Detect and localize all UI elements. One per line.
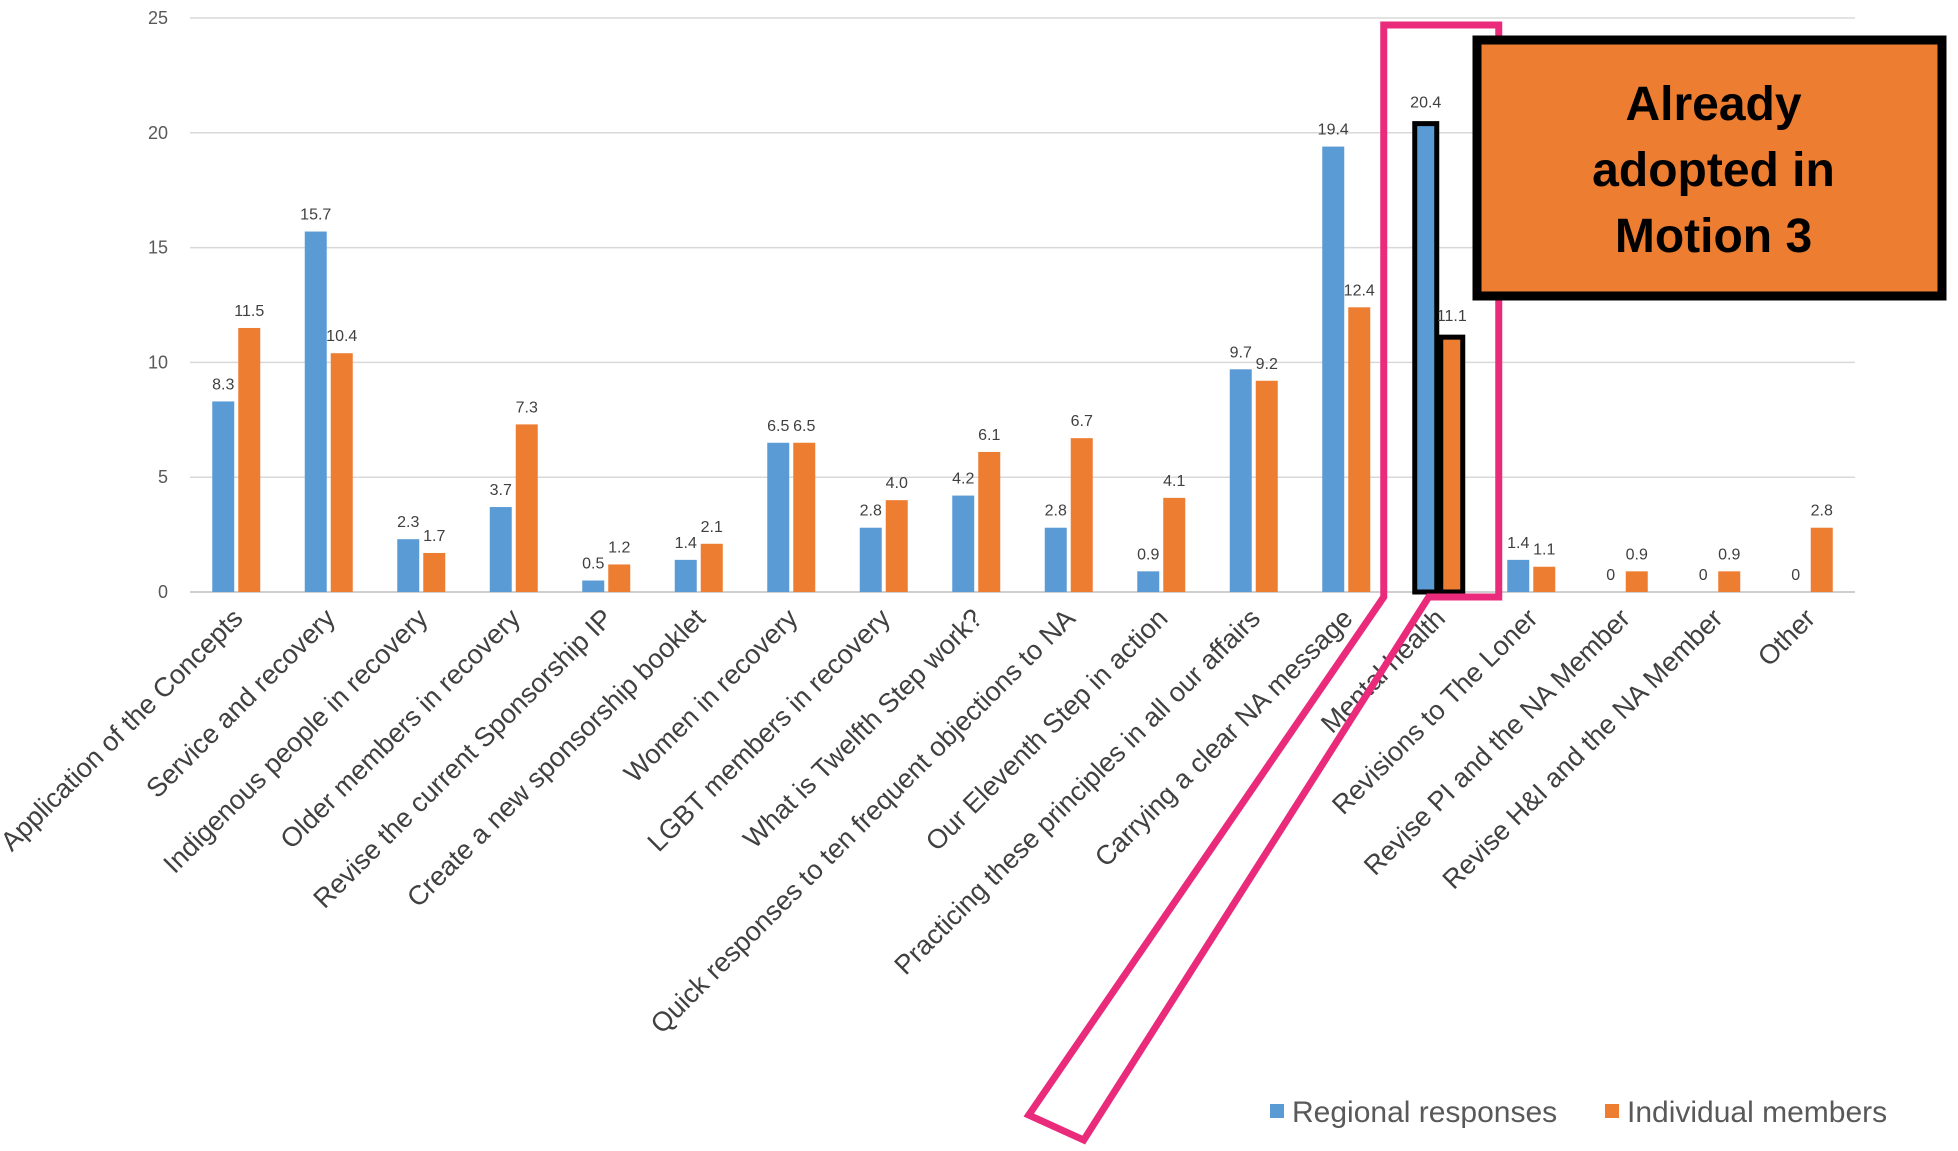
callout-box: Already adopted in Motion 3	[1472, 35, 1947, 301]
bar-individual	[1625, 571, 1648, 592]
data-label: 4.0	[886, 475, 908, 492]
y-tick-label: 0	[158, 582, 168, 602]
callout-text-line: adopted in	[1592, 144, 1835, 197]
y-tick-label: 20	[148, 123, 168, 143]
data-label: 7.3	[516, 399, 538, 416]
callout-text-line: Motion 3	[1615, 210, 1812, 263]
data-label: 6.5	[793, 418, 815, 435]
data-label: 12.4	[1344, 282, 1375, 299]
data-label: 0	[1791, 567, 1800, 584]
bar-individual	[1810, 527, 1833, 592]
bar-individual	[608, 564, 631, 592]
bar-individual	[1255, 380, 1278, 592]
bar-regional	[1137, 571, 1160, 592]
legend-label: Individual members	[1627, 1096, 1887, 1129]
data-labels: 8.3 15.7 2.3 3.7 0.5 1.4 6.5 2.8 4.2 2.8 0.9 9.7 19.…	[212, 95, 1833, 584]
bar-regional	[212, 401, 235, 592]
bar-regional	[1412, 121, 1440, 595]
bar-regional	[489, 507, 512, 592]
callout-text-line: Already	[1625, 78, 1801, 131]
bar-individual	[1163, 497, 1186, 592]
bar-regional	[397, 539, 420, 592]
bar-regional	[1229, 369, 1252, 592]
bar-individual	[1533, 566, 1556, 592]
data-label: 1.4	[675, 535, 697, 552]
y-tick-label: 10	[148, 352, 168, 372]
data-label: 1.7	[423, 528, 445, 545]
bar-regional	[1322, 146, 1345, 593]
bar-individual	[700, 543, 723, 592]
bar-individual	[238, 327, 261, 592]
data-label: 4.1	[1163, 473, 1185, 490]
data-label: 6.7	[1071, 413, 1093, 430]
bar-regional	[582, 580, 605, 592]
data-label: 0	[1606, 567, 1615, 584]
x-tick-label: Quick responses to ten frequent objectio…	[645, 603, 1081, 1039]
bar-regional	[304, 231, 327, 592]
y-tick-label: 15	[148, 238, 168, 258]
data-label: 3.7	[490, 482, 512, 499]
bar-regional	[1044, 527, 1067, 592]
data-label: 15.7	[300, 207, 331, 224]
data-label: 0.9	[1626, 546, 1648, 563]
data-label: 0.9	[1137, 546, 1159, 563]
data-label: 11.1	[1437, 308, 1467, 325]
legend: Regional responses Individual members	[1270, 1096, 1887, 1129]
data-label: 2.3	[397, 514, 419, 531]
data-label: 0	[1699, 567, 1708, 584]
bar-individual	[423, 552, 446, 592]
y-tick-label: 5	[158, 467, 168, 487]
bar-regional	[1507, 559, 1530, 592]
bar-individual	[1438, 334, 1466, 595]
bar-regional	[952, 495, 975, 592]
bar-individual	[793, 442, 816, 592]
data-label: 4.2	[952, 471, 974, 488]
bar-individual	[885, 500, 908, 592]
legend-swatch	[1270, 1104, 1284, 1118]
bar-regional	[859, 527, 882, 592]
x-tick-label: Other	[1752, 603, 1821, 672]
data-label: 6.1	[978, 427, 1000, 444]
data-label: 11.5	[234, 303, 264, 320]
data-label: 10.4	[326, 328, 357, 345]
data-label: 1.2	[608, 539, 630, 556]
data-label: 19.4	[1318, 122, 1349, 139]
y-axis-ticks: 0 5 10 15 20 25	[148, 8, 168, 602]
data-label: 20.4	[1410, 95, 1441, 112]
bar-individual	[1718, 571, 1741, 592]
gridlines	[190, 17, 1855, 593]
x-tick-label: Women in recovery	[618, 603, 804, 789]
data-label: 9.7	[1230, 344, 1252, 361]
data-label: 2.8	[1045, 503, 1067, 520]
data-label: 2.1	[701, 519, 723, 536]
bar-regional	[767, 442, 790, 592]
bar-regional	[674, 559, 697, 592]
data-label: 1.1	[1533, 542, 1555, 559]
bar-individual	[978, 451, 1001, 592]
bar-individual	[1348, 307, 1371, 592]
data-label: 1.4	[1507, 535, 1529, 552]
bar-individual	[330, 353, 353, 592]
data-label: 6.5	[767, 418, 789, 435]
legend-label: Regional responses	[1292, 1096, 1557, 1129]
data-label: 0.9	[1718, 546, 1740, 563]
bar-individual	[515, 424, 538, 592]
data-label: 0.5	[582, 556, 604, 573]
callout-box-rect	[1472, 35, 1947, 301]
data-label: 8.3	[212, 376, 234, 393]
data-label: 2.8	[860, 503, 882, 520]
bars	[212, 121, 1833, 595]
bar-individual	[1070, 438, 1093, 592]
data-label: 9.2	[1256, 356, 1278, 373]
y-tick-label: 25	[148, 8, 168, 28]
legend-swatch	[1605, 1104, 1619, 1118]
data-label: 2.8	[1811, 503, 1833, 520]
